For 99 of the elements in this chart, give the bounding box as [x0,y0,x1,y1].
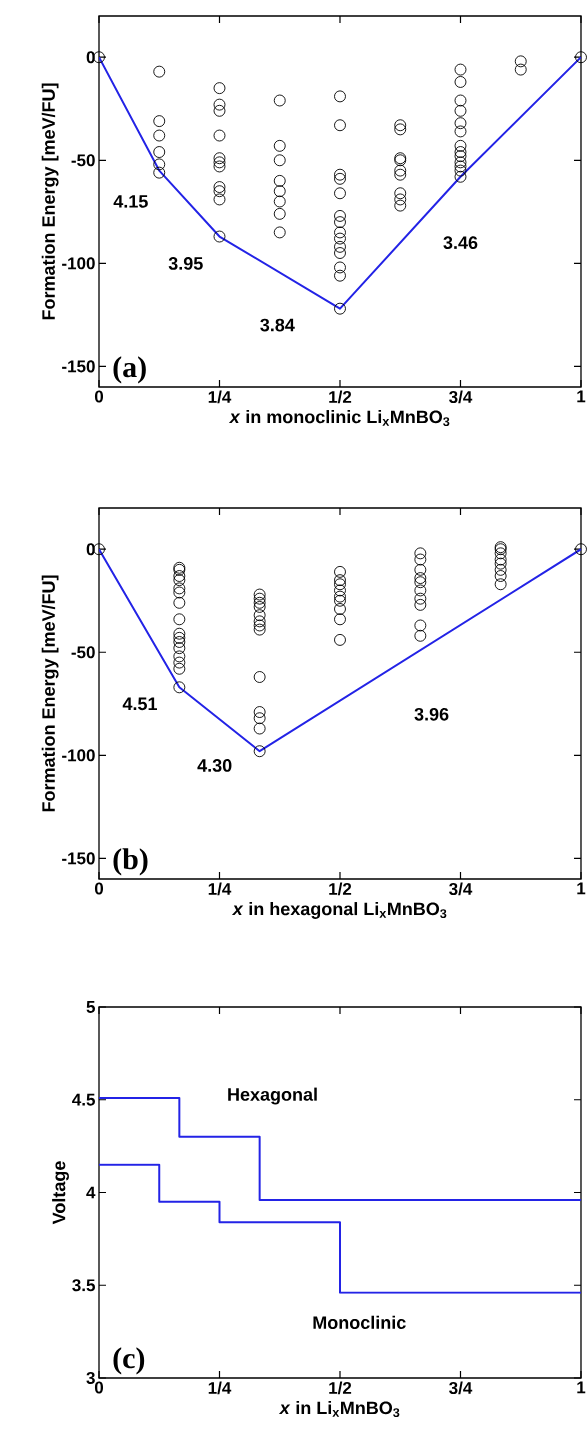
point [414,576,427,589]
x-tick-label: 1/2 [329,390,352,404]
point [414,592,427,605]
point [414,547,427,560]
point [253,619,266,632]
point [494,553,507,566]
y-tick-label: -150 [62,360,95,373]
x-tick-label: 1/2 [329,1381,352,1395]
y-axis-title: Formation Energy [meV/FU] [41,83,59,320]
point [334,603,346,615]
point [173,662,186,675]
x-tick-label: 1/2 [329,882,352,896]
point [575,543,587,556]
point [253,592,266,605]
point [173,586,186,599]
x-tick-label: 1/4 [208,390,232,404]
point [414,553,427,566]
point [494,563,507,576]
point [494,547,507,560]
point [494,578,507,591]
x-tick-label: 3/4 [449,390,473,404]
point [334,590,346,603]
y-axis-title: Formation Energy [meV/FU] [41,575,59,812]
x-axis-title: x in monoclinic Li$_{x}$MnBO$_{3}$ [228,410,450,427]
x-tick-label: 0 [94,1381,104,1394]
point [494,570,507,582]
point [414,584,427,597]
point [173,627,186,640]
point [173,570,186,582]
point [253,745,266,758]
point [414,572,427,585]
point [173,574,186,587]
point [414,563,427,576]
x-tick-label: 3/4 [449,1381,473,1395]
y-tick-label: 4 [86,1186,96,1199]
y-tick-label: 4.5 [72,1093,95,1106]
point [334,574,346,587]
annotation: (c) [113,1347,145,1375]
x-tick-label: 3/4 [449,882,473,896]
point [334,584,346,597]
annotation: 3.84 [260,318,295,332]
point [253,600,266,613]
point [173,656,186,669]
annotation: 4.30 [197,759,232,772]
annotation: 3.95 [168,257,203,270]
point [173,650,186,663]
point [173,613,186,626]
x-tick-label: 1 [577,1381,586,1394]
annotation: (a) [113,356,146,384]
x-tick-label: 1 [577,390,586,403]
y-tick-label: 3.5 [72,1279,95,1292]
point [334,594,346,607]
y-tick-label: -150 [62,852,95,865]
x-tick-label: 1/4 [208,1381,232,1395]
point [334,633,346,646]
x-tick-label: 1/4 [208,882,232,896]
x-tick-label: 0 [94,882,104,895]
annotation: 4.51 [122,697,157,711]
point [173,681,186,694]
point [253,722,266,735]
point [173,636,186,648]
y-tick-label: -50 [71,154,95,167]
point [253,671,266,683]
annotation: (b) [113,848,148,876]
point [253,596,266,609]
point [414,598,427,611]
annotation: 3.46 [443,236,478,250]
point [414,629,427,642]
x-axis-title: x in hexagonal Li$_{x}$MnBO$_{3}$ [231,902,447,919]
y-tick-label: -100 [62,257,95,270]
annotation: 4.15 [113,195,148,208]
y-tick-label: 3 [86,1371,95,1385]
point [253,706,266,718]
point [253,712,266,725]
point [173,582,186,595]
x-axis-title: x in Li$_{x}$MnBO$_{3}$ [278,1401,400,1418]
y-axis-title: Voltage [52,1161,69,1225]
x-tick-label: 0 [94,390,104,403]
point [173,596,186,609]
point [173,631,186,644]
point [253,609,266,622]
y-tick-label: -50 [71,646,95,659]
annotation: 3.96 [414,707,449,721]
y-tick-label: 0 [86,543,95,556]
y-tick-label: -100 [62,749,95,762]
point [173,642,186,655]
y-tick-label: 5 [86,1001,95,1013]
point [334,613,346,626]
point [334,578,346,591]
point [414,619,427,632]
x-tick-label: 1 [577,882,586,895]
series-label: Hexagonal [228,1087,317,1105]
y-tick-label: 0 [86,51,95,64]
point [334,565,346,578]
point [253,588,266,601]
series-label: Monoclinic [313,1315,406,1329]
point [253,623,266,636]
point [494,557,507,570]
point [253,615,266,628]
